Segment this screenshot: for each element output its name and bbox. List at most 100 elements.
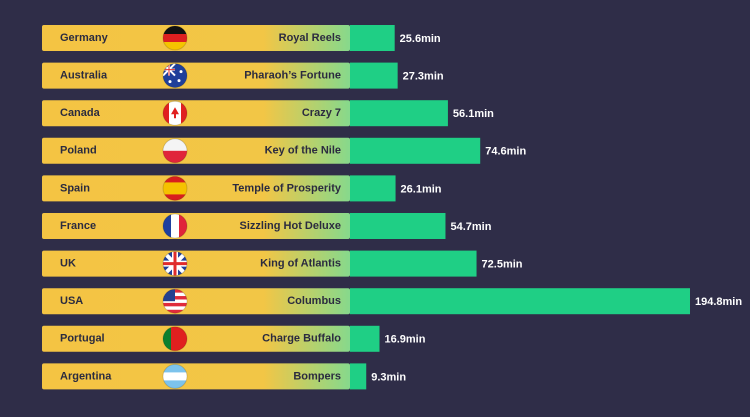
flag-rim <box>162 363 188 389</box>
value-label: 26.1min <box>401 183 442 195</box>
flag <box>163 63 187 88</box>
flag-stripe <box>163 302 187 307</box>
flag-stripe <box>163 364 187 373</box>
bar <box>350 175 396 202</box>
flag <box>163 289 187 314</box>
flag-icon <box>162 63 188 89</box>
flag-stripe <box>163 194 187 201</box>
value-label: 194.8min <box>695 296 742 308</box>
flag-rim <box>162 326 188 352</box>
country-label: Spain <box>60 182 90 194</box>
game-label: Royal Reels <box>279 32 341 44</box>
label-bar <box>42 288 350 315</box>
bar <box>350 213 446 239</box>
flag-stripe <box>163 42 187 50</box>
flag-stripe <box>163 34 187 43</box>
value-label: 74.6min <box>485 146 526 158</box>
value-label: 27.3min <box>403 71 444 83</box>
flag-stripe <box>179 214 187 238</box>
value-label: 16.9min <box>384 334 425 346</box>
bar <box>350 250 477 277</box>
value-label: 9.3min <box>371 371 406 383</box>
country-label: Portugal <box>60 333 105 345</box>
country-label: Germany <box>60 32 109 44</box>
flag-stripe <box>163 138 187 152</box>
flag <box>163 364 187 389</box>
flag <box>163 214 187 238</box>
game-label: Charge Buffalo <box>262 333 341 345</box>
label-bar <box>42 363 350 390</box>
game-label: Key of the Nile <box>265 145 341 157</box>
flag-leaf <box>171 107 179 119</box>
game-label: Sizzling Hot Deluxe <box>240 220 341 232</box>
country-label: UK <box>60 258 76 270</box>
flag-cross <box>163 251 187 276</box>
value-label: 25.6min <box>400 33 441 45</box>
flag <box>163 138 187 163</box>
flag-stripe <box>163 214 172 238</box>
game-label: King of Atlantis <box>260 258 341 270</box>
flag <box>163 326 187 351</box>
flag-stripe <box>163 380 187 389</box>
flag <box>163 251 187 276</box>
bar <box>350 62 398 89</box>
flag-stripe <box>163 299 187 304</box>
flag-star <box>177 79 181 83</box>
bar <box>350 25 395 51</box>
flag-icon <box>162 25 188 51</box>
label-bar <box>42 213 350 239</box>
flag-star <box>168 80 172 84</box>
flag-stripe <box>171 326 180 351</box>
label-bar <box>42 325 350 352</box>
flag-stripe <box>163 188 187 195</box>
label-bar <box>42 100 350 127</box>
flag-stripe <box>163 306 187 311</box>
value-label: 56.1min <box>453 108 494 120</box>
flag <box>163 101 187 126</box>
flag-stripe <box>163 176 187 183</box>
country-label: Australia <box>60 70 108 82</box>
flag-union-red <box>163 63 175 76</box>
game-label: Pharaoh’s Fortune <box>244 70 341 82</box>
label-bar <box>42 25 350 51</box>
bar <box>350 100 448 127</box>
country-label: Canada <box>60 107 101 119</box>
flag-rim <box>162 138 188 164</box>
bar <box>350 363 367 390</box>
flag-stripe <box>163 326 172 351</box>
flag-icon <box>162 213 188 239</box>
bar <box>350 137 481 164</box>
flag-star <box>179 70 183 74</box>
label-bar <box>42 137 350 164</box>
flag-stripe <box>171 214 180 238</box>
flag-rim <box>162 100 188 126</box>
flag-icon <box>162 326 188 352</box>
flag-icon <box>162 288 188 314</box>
flag-stripe <box>163 309 187 314</box>
game-label: Temple of Prosperity <box>232 182 341 194</box>
country-label: Argentina <box>60 370 112 382</box>
game-label: Bompers <box>293 370 341 382</box>
label-bar <box>42 175 350 202</box>
country-label: France <box>60 220 96 232</box>
game-label: Crazy 7 <box>302 107 341 119</box>
flag-rim <box>162 213 188 239</box>
value-label: 72.5min <box>482 259 523 271</box>
flag-icon <box>162 100 188 126</box>
country-label: Poland <box>60 145 97 157</box>
flag-rim <box>162 25 188 51</box>
bar <box>350 288 690 315</box>
flag-icon <box>162 251 188 277</box>
flag <box>163 26 187 50</box>
flag-rim <box>162 175 188 201</box>
flag-rim <box>162 288 188 314</box>
country-label: USA <box>60 295 83 307</box>
flag-stripe <box>163 101 170 126</box>
flag-rim <box>162 63 188 89</box>
flag-stripe <box>163 372 187 381</box>
label-bar <box>42 250 350 277</box>
label-bar <box>42 62 350 89</box>
flag-stripe <box>181 101 187 126</box>
game-label: Columbus <box>287 295 341 307</box>
